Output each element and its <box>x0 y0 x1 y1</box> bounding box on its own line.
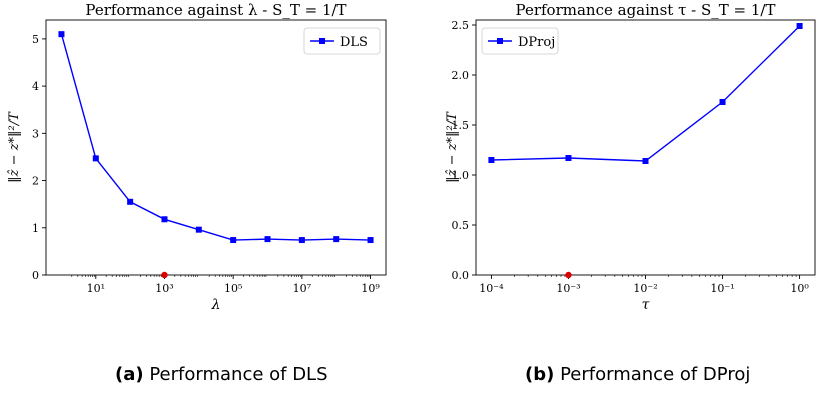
data-point <box>565 155 572 161</box>
data-point <box>161 216 168 223</box>
y-tick-label: 0.0 <box>452 269 470 282</box>
highlight-point <box>565 271 572 279</box>
data-point <box>367 237 374 244</box>
data-point <box>230 237 237 244</box>
data-point <box>642 158 649 164</box>
x-tick-label: 10⁻⁴ <box>479 282 504 295</box>
caption-b-label: (b) <box>525 364 555 385</box>
caption-a-label: (a) <box>115 364 144 385</box>
series-line-dls <box>60 34 371 241</box>
y-tick-label: 0.5 <box>452 219 470 232</box>
y-tick-label: 3 <box>32 127 39 140</box>
y-tick-label: 1.5 <box>452 119 470 132</box>
x-tick-label: 10⁻¹ <box>710 282 734 295</box>
data-point <box>298 237 305 244</box>
data-point <box>264 236 271 243</box>
chart-title: Performance against λ - S_T = 1/T <box>85 1 346 19</box>
x-tick-label: 10⁷ <box>293 282 312 295</box>
x-tick-label: 10¹ <box>87 282 105 295</box>
y-tick-label: 0 <box>32 269 39 282</box>
caption-a: (a) Performance of DLS <box>115 364 328 385</box>
legend-marker <box>497 38 503 44</box>
y-tick-label: 1 <box>32 222 39 235</box>
x-tick-label: 10⁻² <box>633 282 657 295</box>
chart-dls: Performance against λ - S_T = 1/T 10¹ 10³ 1… <box>7 1 387 313</box>
chart-title: Performance against τ - S_T = 1/T <box>516 1 776 19</box>
caption-b: (b) Performance of DProj <box>525 364 750 385</box>
data-point <box>488 157 495 163</box>
y-tick-label: 5 <box>32 33 39 46</box>
chart-dproj: Performance against τ - S_T = 1/T 10⁻⁴ 10⁻… <box>445 1 816 313</box>
caption-b-text: Performance of DProj <box>560 364 751 385</box>
x-tick-label: 10⁰ <box>790 282 809 295</box>
data-point <box>58 31 65 38</box>
y-tick-label: 2.5 <box>452 19 470 32</box>
plot-frame <box>45 19 387 276</box>
data-point <box>127 198 134 205</box>
highlight-point <box>161 271 168 279</box>
x-axis-label: λ <box>211 297 221 313</box>
data-point <box>195 226 202 233</box>
y-tick-label: 2.0 <box>452 69 470 82</box>
x-tick-label: 10⁵ <box>224 282 242 295</box>
y-axis-label: ‖ẑ − z*‖²/T <box>7 111 22 183</box>
plot-frame <box>475 19 816 276</box>
data-point <box>796 23 803 29</box>
legend-box <box>481 27 559 55</box>
legend-label: DProj <box>518 35 555 50</box>
y-tick-label: 1.0 <box>452 169 470 182</box>
legend-label: DLS <box>340 35 368 50</box>
legend-marker <box>319 38 325 44</box>
data-point <box>92 155 99 162</box>
legend-box <box>303 27 381 55</box>
x-tick-label: 10⁻³ <box>556 282 580 295</box>
caption-a-text: Performance of DLS <box>149 364 328 385</box>
y-axis-label: ‖ẑ − z*‖²/T <box>445 111 460 183</box>
x-axis-label: τ <box>642 297 650 313</box>
x-tick-label: 10³ <box>155 282 173 295</box>
y-tick-label: 2 <box>32 175 39 188</box>
y-tick-label: 4 <box>32 80 39 93</box>
data-point <box>719 99 726 105</box>
data-point <box>333 236 340 243</box>
x-tick-label: 10⁹ <box>361 282 380 295</box>
